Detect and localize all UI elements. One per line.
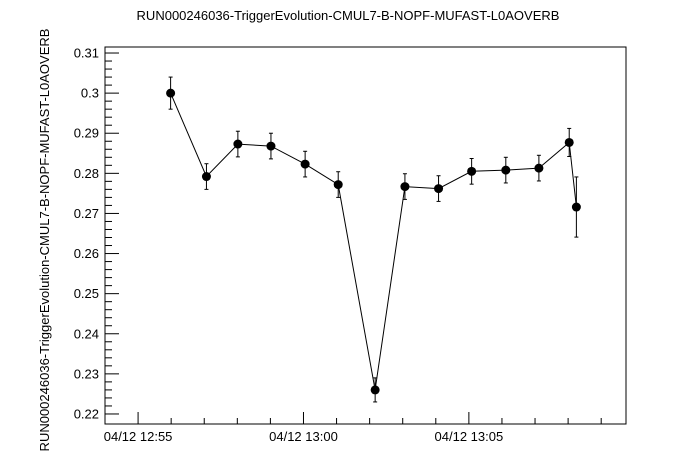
data-point [467, 166, 477, 176]
data-point [166, 88, 176, 98]
data-point [266, 141, 276, 151]
data-point [370, 385, 380, 395]
y-tick-label: 0.29 [74, 126, 99, 141]
y-tick-label: 0.27 [74, 206, 99, 221]
data-point [571, 202, 581, 212]
y-tick-label: 0.22 [74, 406, 99, 421]
y-tick-label: 0.31 [74, 46, 99, 61]
y-tick-label: 0.28 [74, 166, 99, 181]
plot-frame [104, 46, 627, 425]
data-point [501, 165, 511, 175]
x-axis: 04/12 12:55 04/12 13:00 04/12 13:05 [104, 412, 602, 444]
x-tick-label: 04/12 13:05 [435, 429, 504, 444]
data-point [233, 139, 243, 149]
data-point [300, 159, 310, 169]
y-tick-label: 0.26 [74, 246, 99, 261]
y-tick-label: 0.23 [74, 366, 99, 381]
y-axis-label: RUN000246036-TriggerEvolution-CMUL7-B-NO… [37, 29, 52, 452]
data-point [534, 163, 544, 173]
y-axis: 0.22 0.23 0.24 0.25 0.26 0.27 0.28 0.29 0.3 0.31 [74, 46, 119, 421]
data-point [201, 172, 211, 182]
chart-title: RUN000246036-TriggerEvolution-CMUL7-B-NO… [137, 8, 560, 23]
data-point [333, 180, 343, 190]
data-series [166, 76, 581, 403]
data-point [434, 184, 444, 194]
x-tick-label: 04/12 13:00 [269, 429, 338, 444]
y-tick-label: 0.3 [81, 86, 99, 101]
data-point [400, 182, 410, 192]
y-tick-label: 0.25 [74, 286, 99, 301]
series-line [170, 92, 577, 390]
data-point [564, 137, 574, 147]
y-tick-label: 0.24 [74, 326, 99, 341]
x-tick-label: 04/12 12:55 [104, 429, 173, 444]
